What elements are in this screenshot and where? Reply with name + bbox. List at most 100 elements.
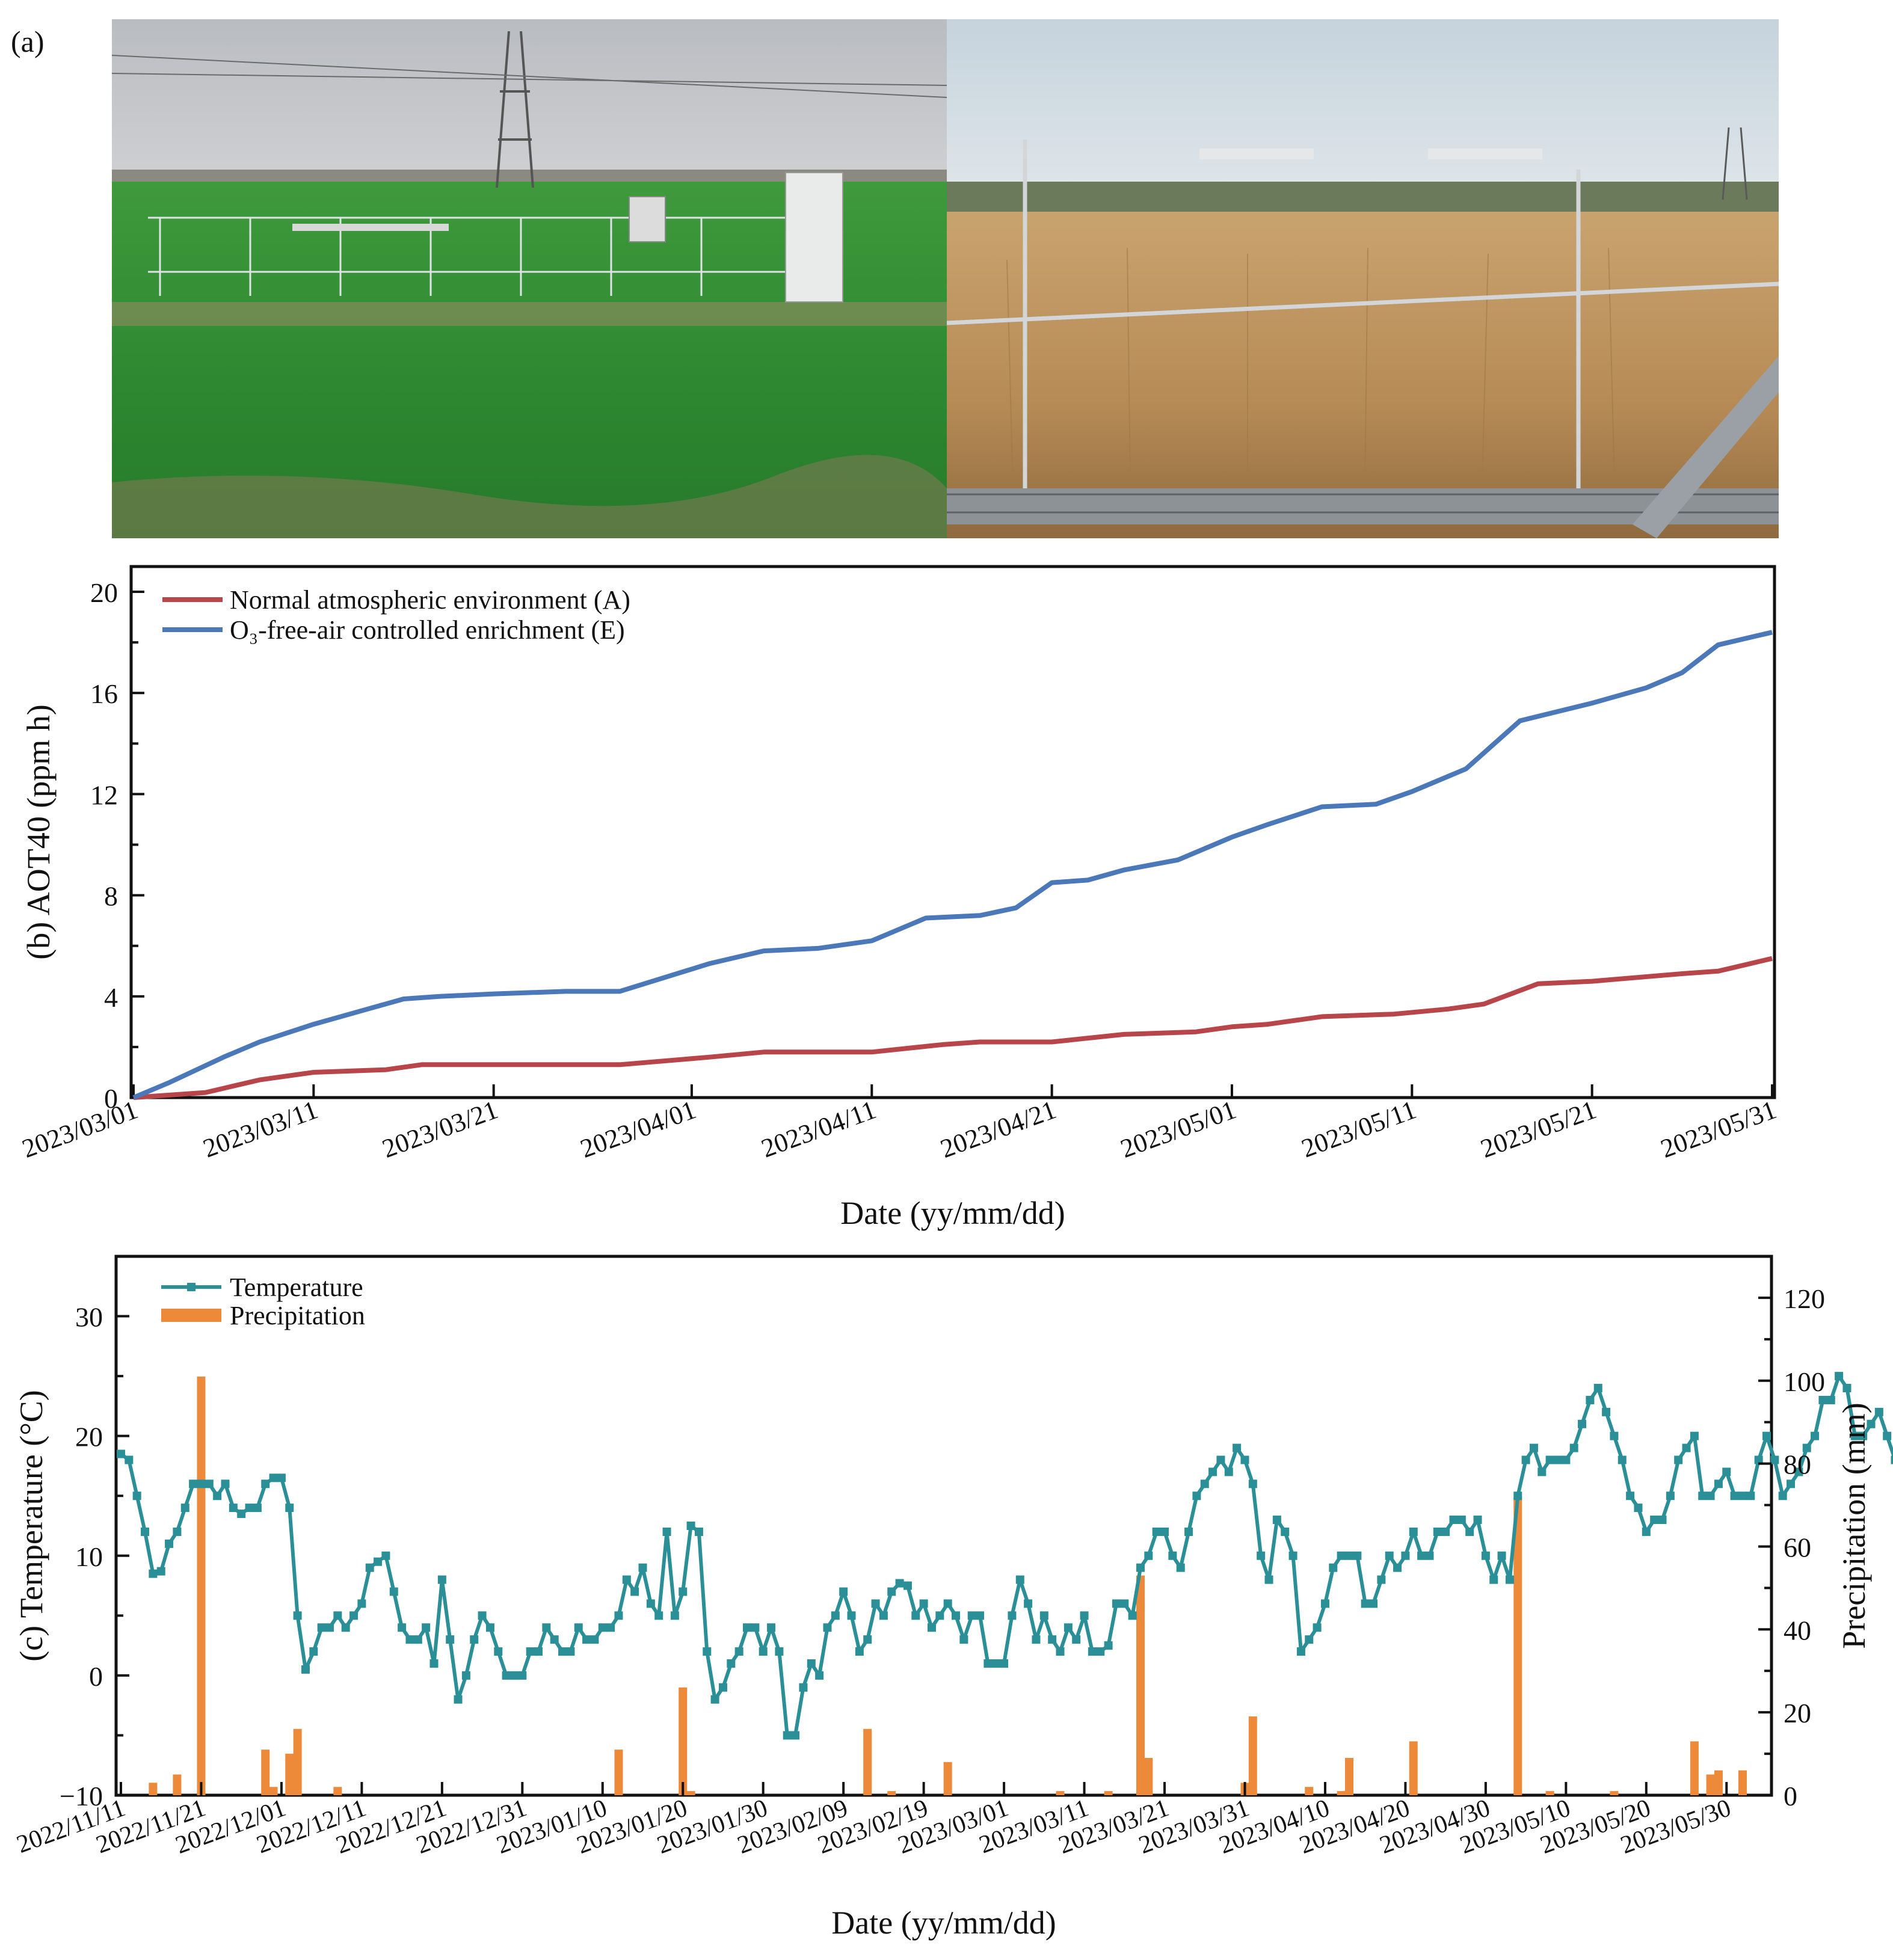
temperature-point — [1513, 1492, 1522, 1501]
precipitation-bar — [197, 1376, 206, 1795]
temperature-point — [317, 1623, 326, 1632]
temperature-point — [398, 1623, 407, 1632]
temperature-point — [718, 1683, 727, 1692]
temperature-point — [1787, 1479, 1796, 1488]
temperature-y-tick-label: 0 — [89, 1661, 103, 1692]
temperature-point — [1778, 1492, 1787, 1501]
temperature-point — [1465, 1527, 1474, 1536]
precipitation-y-tick-label: 0 — [1784, 1781, 1797, 1811]
temperature-point — [422, 1623, 431, 1632]
aot40-x-tick-label: 2023/04/01 — [576, 1095, 700, 1164]
temperature-point — [1063, 1623, 1073, 1632]
temperature-point — [365, 1563, 374, 1572]
temperature-point — [389, 1587, 398, 1596]
precipitation-bar — [863, 1728, 872, 1795]
precipitation-bar — [686, 1791, 695, 1795]
temperature-point — [967, 1611, 976, 1620]
temperature-point — [149, 1569, 158, 1578]
precipitation-bar — [1305, 1787, 1314, 1795]
temperature-point — [405, 1635, 414, 1644]
temperature-point — [374, 1557, 383, 1566]
temperature-point — [333, 1611, 342, 1620]
aot40-x-tick-label: 2023/05/31 — [1657, 1095, 1780, 1164]
temperature-point — [132, 1492, 141, 1501]
temperature-point — [1000, 1659, 1009, 1668]
temperature-point — [1818, 1395, 1827, 1404]
temperature-point — [1835, 1372, 1844, 1381]
temperature-point — [622, 1575, 631, 1584]
panel-a-label: (a) — [11, 25, 45, 58]
temperature-point — [1666, 1492, 1675, 1501]
aot40-y-tick-label: 0 — [104, 1083, 118, 1114]
temperature-point — [1048, 1635, 1057, 1644]
temperature-point — [1361, 1599, 1370, 1608]
temperature-point — [1674, 1455, 1683, 1464]
precipitation-y-tick-label: 20 — [1784, 1698, 1811, 1728]
temperature-point — [1650, 1516, 1659, 1525]
aot40-x-tick-label: 2023/05/11 — [1297, 1095, 1420, 1163]
precipitation-bar — [293, 1728, 302, 1795]
temperature-point — [518, 1671, 527, 1680]
temperature-point — [855, 1647, 864, 1656]
temperature-point — [1216, 1455, 1225, 1464]
precipitation-bar — [1409, 1741, 1418, 1795]
temperature-point — [1168, 1551, 1177, 1560]
temperature-point — [614, 1611, 623, 1620]
temperature-point — [1088, 1647, 1097, 1656]
precipitation-bar — [1344, 1757, 1353, 1795]
temperature-point — [1257, 1551, 1266, 1560]
temperature-point — [743, 1623, 752, 1632]
temperature-point — [911, 1611, 920, 1620]
temperature-point — [261, 1479, 270, 1488]
temperature-point — [1794, 1467, 1803, 1476]
temperature-point — [566, 1647, 575, 1656]
temperature-point — [1072, 1635, 1081, 1644]
temperature-y-tick-label: 10 — [75, 1541, 103, 1572]
temperature-point — [1377, 1575, 1386, 1584]
temperature-point — [1859, 1431, 1868, 1440]
temperature-point — [1128, 1611, 1137, 1620]
temperature-y-tick-label: 30 — [75, 1302, 103, 1333]
temperature-point — [791, 1731, 800, 1740]
aot40-x-tick-label: 2023/05/21 — [1477, 1095, 1600, 1164]
temperature-point — [815, 1671, 824, 1680]
temperature-point — [357, 1599, 366, 1608]
temperature-point — [927, 1623, 936, 1632]
temperature-point — [1224, 1467, 1233, 1476]
temperature-point — [173, 1527, 182, 1536]
temperature-point — [1200, 1479, 1209, 1488]
temperature-point — [1056, 1647, 1065, 1656]
precipitation-bar — [261, 1750, 270, 1795]
precipitation-bar — [269, 1787, 278, 1795]
temperature-point — [727, 1659, 736, 1668]
temperature-point — [1578, 1419, 1587, 1428]
temperature-point — [141, 1527, 150, 1536]
temperature-point — [189, 1479, 198, 1488]
precipitation-bar — [1513, 1496, 1522, 1795]
temperature-point — [1281, 1527, 1290, 1536]
temperature-point — [1039, 1611, 1048, 1620]
aot40-x-tick-label: 2023/03/21 — [378, 1095, 502, 1164]
precipitation-bar — [943, 1762, 952, 1795]
temperature-point — [1385, 1551, 1394, 1560]
temperature-point — [454, 1695, 463, 1704]
temperature-point — [943, 1599, 952, 1608]
temperature-point — [1248, 1479, 1257, 1488]
temperature-point — [1344, 1551, 1353, 1560]
aot40-x-tick-label: 2023/03/01 — [18, 1095, 141, 1164]
temperature-point — [1120, 1599, 1129, 1608]
temperature-point — [205, 1479, 214, 1488]
temperature-point — [1850, 1431, 1859, 1440]
temperature-point — [574, 1623, 583, 1632]
temperature-point — [1144, 1551, 1153, 1560]
precipitation-bar — [1690, 1741, 1699, 1795]
temperature-point — [1586, 1395, 1595, 1404]
precipitation-axis-label: Precipitation (mm) — [1836, 1402, 1872, 1648]
temperature-point — [1714, 1479, 1723, 1488]
temperature-point — [1401, 1551, 1410, 1560]
aot40-y-tick-label: 20 — [90, 577, 118, 608]
temperature-point — [1152, 1527, 1161, 1536]
precipitation-y-tick-label: 120 — [1784, 1283, 1825, 1314]
temperature-point — [478, 1611, 487, 1620]
temperature-y-tick-label: 20 — [75, 1422, 103, 1452]
